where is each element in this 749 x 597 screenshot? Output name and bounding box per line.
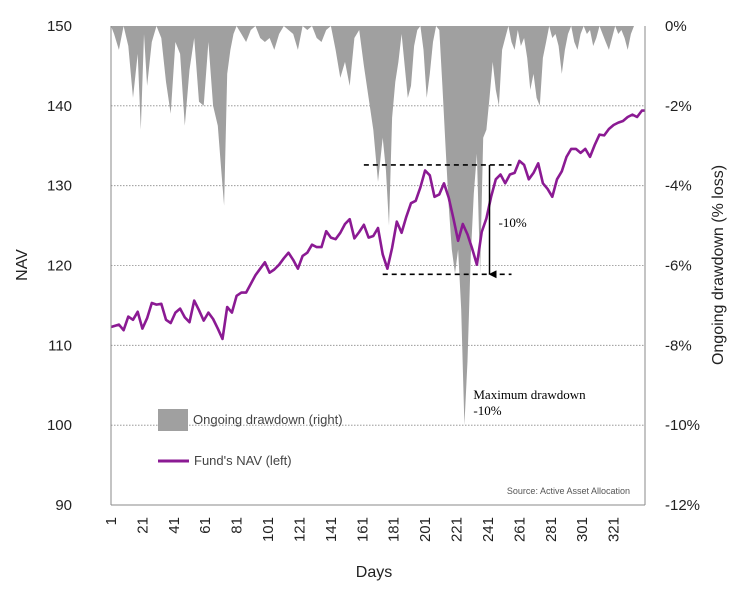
left-y-tick-labels: 90 100 110 120 130 140 150 [47,18,72,514]
x-tick-label: 321 [606,517,623,542]
nav-line [110,109,645,341]
x-tick-label: 181 [386,517,403,542]
x-tick-label: 1 [103,517,120,525]
source-note: Source: Active Asset Allocation [507,486,630,496]
y-tick-label-left: 140 [47,98,72,115]
nav-line-layer [110,109,645,341]
x-tick-label: 101 [260,517,277,542]
x-axis-title: Days [356,564,392,581]
annotation-layer: -10% Maximum drawdown -10% [363,164,586,418]
x-tick-label: 221 [449,517,466,542]
axes [110,26,646,506]
x-tick-label: 301 [574,517,591,542]
y-tick-label-right: -2% [665,98,692,115]
drawdown-area-layer [111,26,645,426]
right-y-axis-title: Ongoing drawdown (% loss) [710,165,727,365]
legend-label-nav: Fund's NAV (left) [194,453,292,468]
x-tick-labels: 1 21 41 61 81 101 121 141 161 181 201 221 241 261 281 3… [103,517,623,542]
drawdown-arrow-label: -10% [499,215,527,230]
right-y-tick-labels: -12% -10% -8% -6% -4% -2% 0% [665,18,700,514]
y-tick-label-right: -12% [665,497,700,514]
drawdown-area [111,26,645,426]
legend: Ongoing drawdown (right) Fund's NAV (lef… [158,409,343,468]
y-tick-label-right: -4% [665,178,692,195]
x-tick-label: 241 [480,517,497,542]
legend-swatch-drawdown [158,409,188,431]
max-drawdown-value: -10% [473,403,501,418]
y-tick-label-right: -6% [665,258,692,275]
x-tick-label: 121 [291,517,308,542]
y-tick-label-left: 120 [47,258,72,275]
y-tick-label-left: 100 [47,417,72,434]
x-tick-label: 201 [417,517,434,542]
left-y-axis-title: NAV [14,249,31,281]
y-tick-label-left: 110 [48,337,72,354]
x-tick-label: 81 [229,517,246,534]
y-tick-label-right: -10% [665,417,700,434]
y-tick-label-left: 90 [55,497,72,514]
legend-label-drawdown: Ongoing drawdown (right) [193,412,343,427]
x-tick-label: 61 [197,517,214,534]
x-tick-label: 21 [134,517,151,534]
y-tick-label-left: 130 [47,178,72,195]
x-tick-label: 41 [166,517,183,534]
x-tick-label: 281 [543,517,560,542]
y-tick-label-left: 150 [47,18,72,35]
x-tick-label: 261 [511,517,528,542]
max-drawdown-label: Maximum drawdown [473,387,586,402]
y-tick-label-right: 0% [665,18,687,35]
y-tick-label-right: -8% [665,337,692,354]
x-tick-label: 141 [323,517,340,542]
x-tick-label: 161 [354,517,371,542]
